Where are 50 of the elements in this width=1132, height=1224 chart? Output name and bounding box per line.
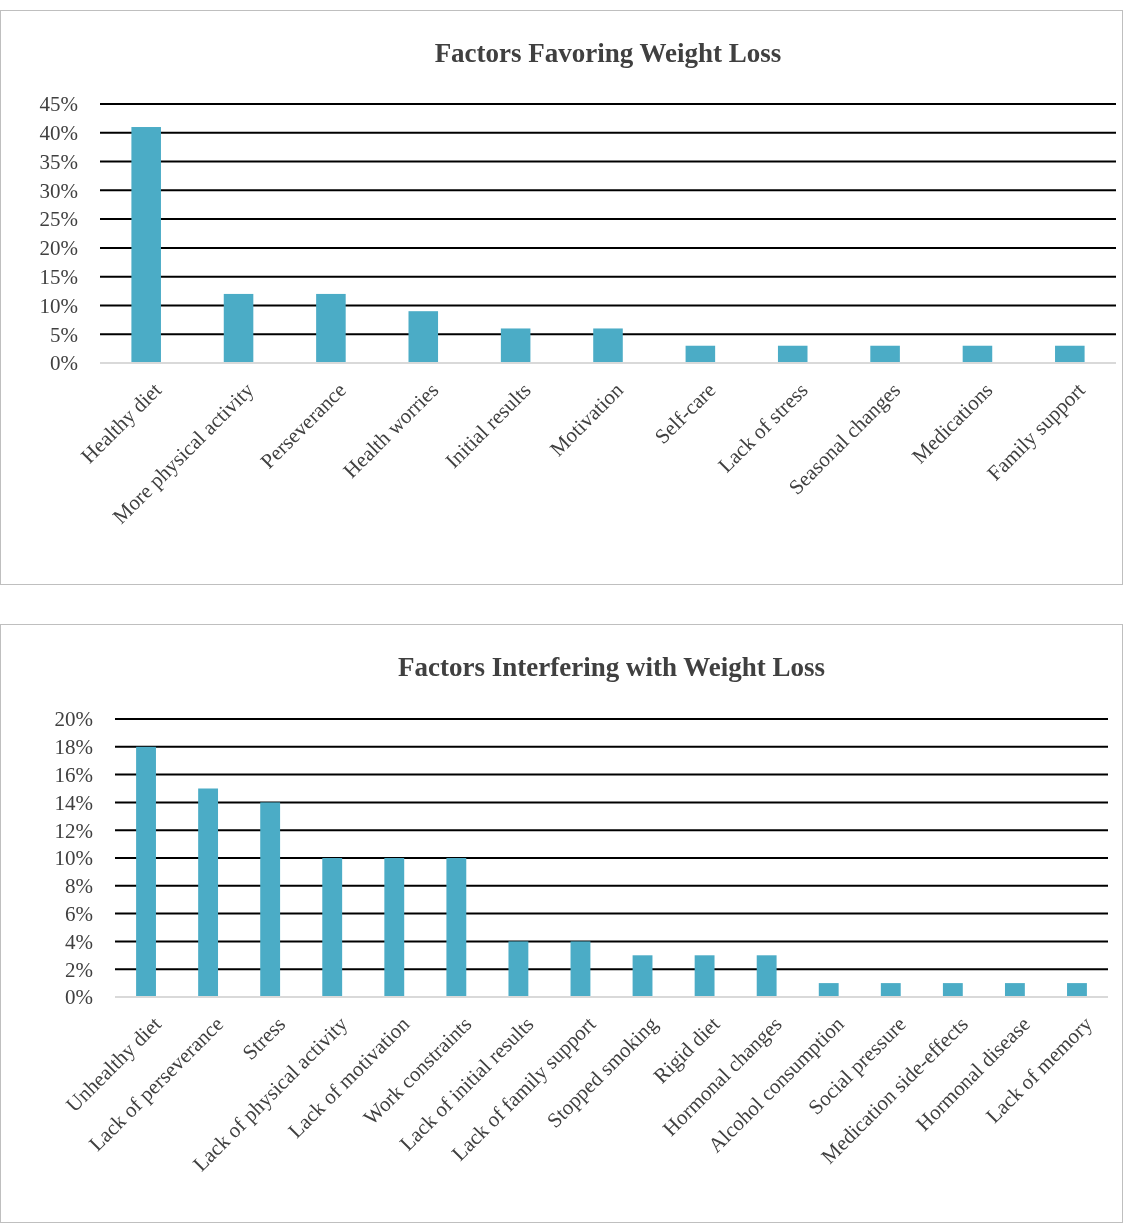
y-tick-label: 6% <box>65 901 93 926</box>
y-tick-label: 8% <box>65 874 93 899</box>
y-tick-label: 12% <box>54 818 93 843</box>
y-tick-label: 15% <box>39 265 78 290</box>
bar <box>570 941 591 997</box>
y-tick-label: 14% <box>54 790 93 815</box>
bar <box>880 983 901 997</box>
bar <box>500 328 531 363</box>
y-tick-label: 2% <box>65 957 93 982</box>
y-tick-label: 0% <box>65 985 93 1010</box>
bar <box>777 345 808 363</box>
bar <box>694 955 715 997</box>
y-tick-label: 5% <box>50 322 78 347</box>
y-tick-label: 0% <box>50 351 78 376</box>
bar <box>384 858 405 997</box>
bar <box>446 858 467 997</box>
bar <box>223 293 254 363</box>
y-tick-label: 40% <box>39 121 78 146</box>
chart-title: Factors Interfering with Weight Loss <box>398 652 825 682</box>
y-tick-label: 16% <box>54 762 93 787</box>
y-tick-label: 4% <box>65 929 93 954</box>
y-tick-label: 20% <box>54 707 93 732</box>
bar <box>198 788 219 997</box>
y-tick-label: 10% <box>39 293 78 318</box>
bar <box>1004 983 1025 997</box>
chart-title: Factors Favoring Weight Loss <box>434 38 782 68</box>
bar <box>131 127 161 363</box>
y-tick-label: 45% <box>39 92 78 117</box>
y-tick-label: 10% <box>54 846 93 871</box>
bar <box>1067 983 1087 997</box>
bar <box>260 802 281 997</box>
bar <box>136 746 156 997</box>
bar <box>942 983 963 997</box>
bar <box>756 955 777 997</box>
y-tick-label: 30% <box>39 178 78 203</box>
y-tick-label: 35% <box>39 149 78 174</box>
y-tick-label: 20% <box>39 236 78 261</box>
y-tick-label: 18% <box>54 735 93 760</box>
bar <box>870 345 900 363</box>
bar <box>508 941 529 997</box>
bar <box>316 293 346 363</box>
bar <box>818 983 839 997</box>
y-tick-label: 25% <box>39 207 78 232</box>
bar <box>408 311 439 363</box>
bar <box>962 345 993 363</box>
bar <box>1055 345 1085 363</box>
bar <box>685 345 716 363</box>
bar <box>322 858 343 997</box>
bar <box>632 955 653 997</box>
bar <box>593 328 623 363</box>
